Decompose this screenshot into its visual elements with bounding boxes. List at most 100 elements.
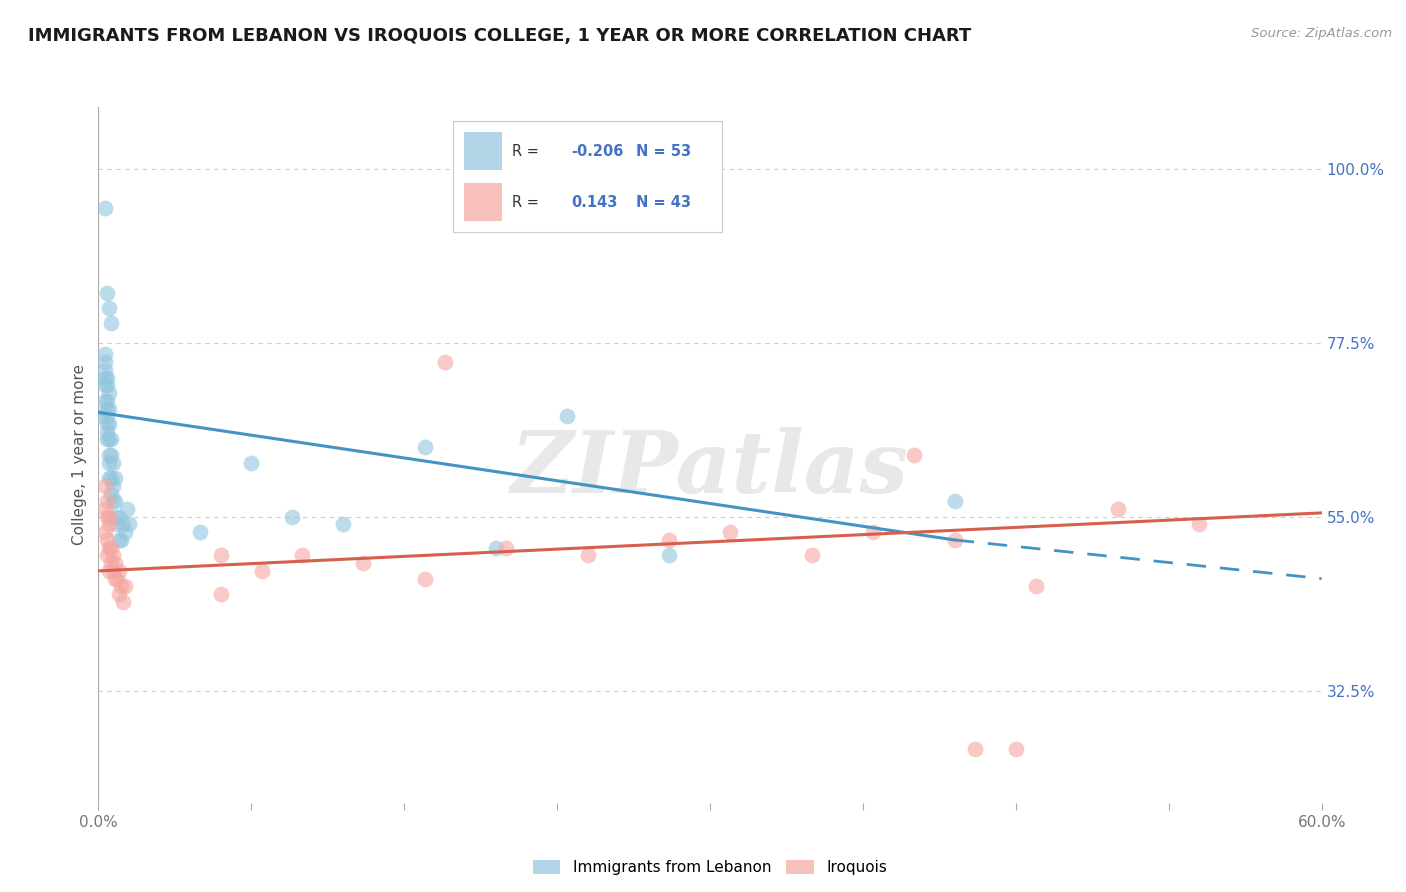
Point (352, 556, 374, 570)
Point (1107, 502, 1129, 516)
Point (110, 533, 132, 547)
Point (281, 509, 304, 524)
Point (495, 541, 517, 555)
Point (96, 401, 118, 416)
Point (100, 317, 122, 331)
Point (413, 440, 436, 454)
Point (97, 417, 120, 431)
Point (104, 471, 127, 485)
Point (96, 509, 118, 524)
Text: Source: ZipAtlas.com: Source: ZipAtlas.com (1251, 27, 1392, 40)
Point (96, 494, 118, 508)
Point (96, 393, 118, 408)
Point (97, 433, 120, 447)
Y-axis label: College, 1 year or more: College, 1 year or more (72, 365, 87, 545)
Point (101, 564, 124, 578)
Point (104, 556, 127, 570)
Point (100, 433, 122, 447)
Point (108, 533, 131, 547)
Point (101, 479, 124, 493)
Point (434, 355, 457, 369)
Point (801, 549, 824, 563)
Point (209, 587, 232, 601)
Point (97, 456, 120, 470)
Point (108, 564, 131, 578)
Point (97, 448, 120, 462)
Point (240, 456, 263, 470)
Point (1188, 517, 1211, 532)
Point (1004, 741, 1026, 756)
Point (96, 533, 118, 547)
Point (100, 448, 122, 462)
Point (93, 347, 115, 361)
Point (96, 370, 118, 384)
Point (93, 393, 115, 408)
Point (332, 517, 354, 532)
Point (108, 587, 131, 601)
Point (115, 502, 138, 516)
Point (114, 525, 136, 540)
Point (658, 533, 681, 547)
Point (209, 549, 232, 563)
Point (903, 448, 925, 462)
Point (557, 409, 579, 424)
Point (188, 525, 212, 540)
Point (291, 549, 314, 563)
Point (93, 502, 115, 516)
Point (101, 456, 124, 470)
Point (101, 494, 124, 508)
Point (104, 572, 127, 586)
Point (97, 471, 120, 485)
Point (100, 541, 122, 555)
Point (965, 741, 987, 756)
Point (413, 572, 436, 586)
Point (111, 517, 134, 532)
Legend: Immigrants from Lebanon, Iroquois: Immigrants from Lebanon, Iroquois (533, 860, 887, 875)
Point (720, 525, 742, 540)
Point (97, 301, 120, 315)
Point (93, 201, 115, 215)
Point (250, 564, 273, 578)
Point (110, 579, 132, 593)
Point (101, 549, 124, 563)
Point (104, 494, 127, 508)
Point (104, 509, 127, 524)
Point (105, 572, 128, 586)
Text: ZIPatlas: ZIPatlas (510, 427, 910, 510)
Point (96, 409, 118, 424)
Point (93, 363, 115, 377)
Point (862, 525, 884, 540)
Point (100, 486, 122, 500)
Point (97, 541, 120, 555)
Point (485, 541, 508, 555)
Point (658, 549, 681, 563)
Point (97, 386, 120, 401)
Point (96, 425, 118, 439)
Point (96, 285, 118, 300)
Point (108, 509, 131, 524)
Point (114, 579, 136, 593)
Point (93, 479, 115, 493)
Point (93, 378, 115, 392)
Point (118, 517, 141, 532)
Text: IMMIGRANTS FROM LEBANON VS IROQUOIS COLLEGE, 1 YEAR OR MORE CORRELATION CHART: IMMIGRANTS FROM LEBANON VS IROQUOIS COLL… (28, 27, 972, 45)
Point (91, 409, 114, 424)
Point (96, 417, 118, 431)
Point (93, 525, 115, 540)
Point (111, 595, 134, 609)
Point (576, 549, 599, 563)
Point (100, 556, 122, 570)
Point (96, 549, 118, 563)
Point (1025, 579, 1047, 593)
Point (97, 517, 120, 532)
Point (105, 517, 128, 532)
Point (97, 401, 120, 416)
Point (943, 494, 966, 508)
Point (943, 533, 966, 547)
Point (96, 433, 118, 447)
Point (100, 471, 122, 485)
Point (93, 370, 115, 384)
Point (96, 378, 118, 392)
Point (97, 564, 120, 578)
Point (97, 509, 120, 524)
